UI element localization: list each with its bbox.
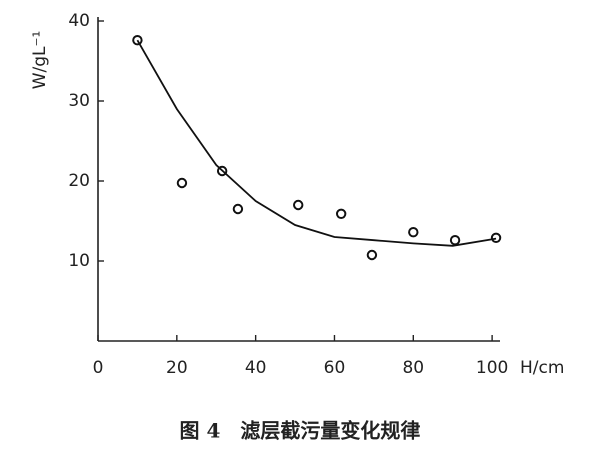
chart-caption: 图 4 滤层截污量变化规律 — [180, 419, 421, 443]
fit-curve — [136, 39, 497, 247]
y-tick-label: 20 — [68, 171, 90, 191]
data-point — [232, 203, 244, 215]
x-tick-label: 0 — [93, 358, 104, 378]
y-tick-label: 30 — [68, 91, 90, 111]
data-point — [176, 177, 188, 189]
y-axis-label: W/gL⁻¹ — [30, 31, 50, 90]
data-point — [449, 235, 461, 246]
data-point — [490, 232, 502, 244]
x-tick-label: 20 — [166, 358, 188, 378]
y-tick-label: 10 — [68, 251, 90, 271]
y-tick-label: 40 — [68, 11, 90, 31]
data-point — [335, 208, 347, 220]
data-point — [366, 249, 378, 261]
x-axis-label: H/cm — [520, 358, 564, 378]
data-point — [408, 227, 419, 238]
x-tick-label: 40 — [245, 358, 267, 378]
x-tick-label: 60 — [324, 358, 346, 378]
x-tick-label: 80 — [402, 358, 424, 378]
data-point — [293, 199, 304, 211]
x-tick-label: 100 — [476, 358, 508, 378]
